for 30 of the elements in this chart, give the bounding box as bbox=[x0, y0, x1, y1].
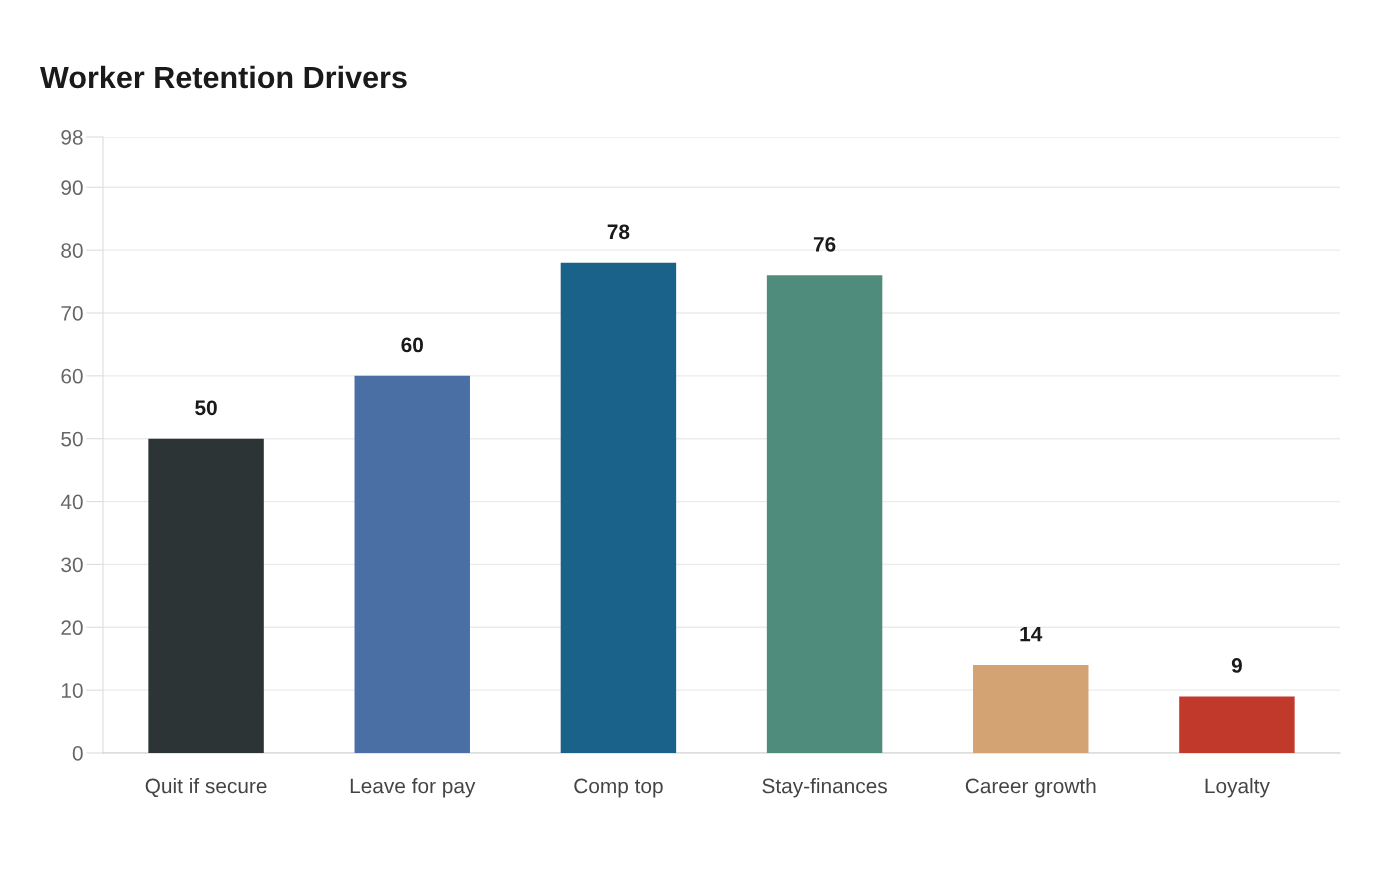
y-tick-label: 20 bbox=[61, 620, 83, 636]
data-label: 60 bbox=[401, 337, 423, 353]
y-tick-label: 0 bbox=[72, 746, 83, 761]
y-tick-label: 80 bbox=[61, 243, 83, 258]
y-tick-label: 10 bbox=[61, 683, 83, 698]
chart-title: Worker Retention Drivers bbox=[40, 65, 407, 89]
bar bbox=[766, 275, 883, 753]
bar bbox=[354, 375, 470, 753]
y-tick-label: 60 bbox=[61, 368, 83, 384]
y-tick-label: 90 bbox=[61, 180, 83, 196]
y-tick-label: 40 bbox=[60, 494, 83, 510]
y-tick-label: 30 bbox=[61, 557, 83, 573]
data-label: 76 bbox=[813, 236, 836, 252]
bar bbox=[973, 665, 1089, 753]
bar bbox=[1179, 696, 1295, 753]
x-tick-label: Career growth bbox=[965, 778, 1096, 798]
data-label: 50 bbox=[195, 400, 217, 416]
y-tick-label: 98 bbox=[61, 130, 83, 145]
bar bbox=[560, 262, 677, 753]
x-tick-label: Loyalty bbox=[1205, 778, 1270, 798]
y-tick-label: 70 bbox=[61, 306, 83, 321]
data-label: 14 bbox=[1020, 626, 1043, 642]
x-tick-label: Comp top bbox=[574, 778, 663, 798]
x-tick-label: Leave for pay bbox=[350, 778, 476, 798]
data-label: 9 bbox=[1231, 658, 1242, 673]
x-tick-label: Stay-finances bbox=[762, 778, 887, 798]
bar bbox=[148, 438, 264, 753]
data-label: 78 bbox=[607, 224, 630, 240]
x-tick-label: Quit if secure bbox=[145, 778, 267, 798]
y-tick-label: 50 bbox=[61, 431, 83, 447]
